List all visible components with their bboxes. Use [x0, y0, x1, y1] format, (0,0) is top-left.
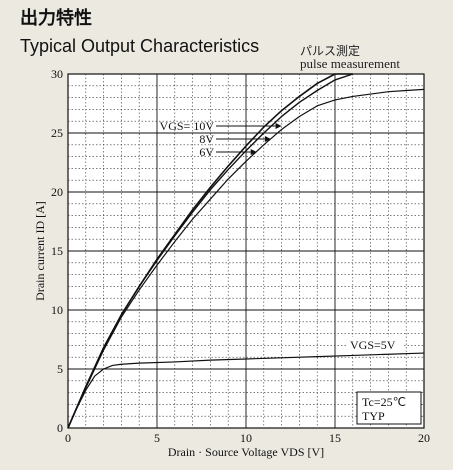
tick-labels: 0 5 10 15 20 0 5 10 15 20 25 30	[51, 67, 430, 445]
x-tick-label: 15	[329, 431, 341, 445]
y-axis-label: Drain current ID [A]	[33, 201, 47, 301]
x-tick-label: 20	[418, 431, 430, 445]
series-line-2	[67, 73, 354, 429]
major-grid	[68, 74, 424, 428]
x-tick-label: 0	[65, 431, 71, 445]
chart-title-jp: 出力特性	[20, 8, 92, 29]
y-tick-label: 5	[57, 362, 63, 376]
label-vgs-6v: 6V	[199, 145, 214, 159]
x-axis-label: Drain · Source Voltage VDS [V]	[168, 445, 324, 459]
label-vgs-10v: VGS= 10V	[160, 119, 215, 133]
legend-annotations: VGS= 10V 8V 6V VGS=5V Tc=25℃ TYP	[160, 119, 422, 425]
x-tick-label: 5	[154, 431, 160, 445]
label-vgs-5v: VGS=5V	[350, 338, 396, 352]
pulse-note-jp: パルス測定	[300, 44, 361, 58]
label-arrow-head	[264, 136, 271, 142]
conditions-box	[356, 391, 422, 425]
y-tick-label: 10	[51, 303, 63, 317]
y-tick-label: 30	[51, 67, 63, 81]
label-arrows	[216, 123, 282, 155]
series-layer	[67, 73, 425, 429]
y-tick-label: 20	[51, 185, 63, 199]
series-line-3	[67, 88, 425, 429]
label-arrow-head	[250, 149, 257, 155]
label-vgs-8v: 8V	[199, 132, 214, 146]
series-line-4	[67, 352, 425, 429]
y-tick-label: 25	[51, 126, 63, 140]
label-arrow-head	[275, 123, 282, 129]
y-tick-label: 0	[57, 421, 63, 435]
pulse-note-en: pulse measurement	[300, 56, 400, 71]
y-tick-label: 15	[51, 244, 63, 258]
chart-title-en: Typical Output Characteristics	[20, 36, 260, 56]
label-vgs-5v-background	[346, 337, 402, 352]
typ-label: TYP	[362, 409, 385, 423]
x-tick-label: 10	[240, 431, 252, 445]
temperature-label: Tc=25℃	[362, 395, 406, 409]
